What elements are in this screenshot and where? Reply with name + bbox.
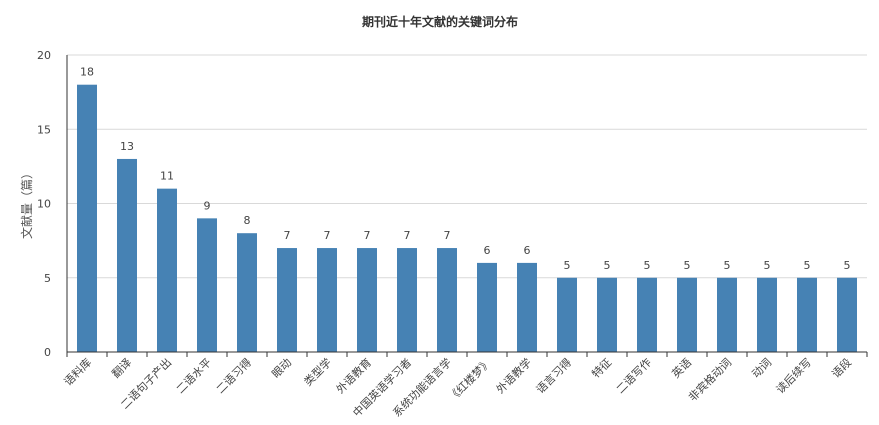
bar xyxy=(677,277,697,352)
data-label: 13 xyxy=(120,140,134,153)
x-tick-label: 二语写作 xyxy=(614,356,654,396)
x-tick-label: 外语教育 xyxy=(333,355,374,396)
bar xyxy=(397,248,417,352)
x-tick-label: 语段 xyxy=(829,355,854,380)
bar xyxy=(77,84,97,352)
bar xyxy=(477,262,497,352)
x-tick-label: 《红楼梦》 xyxy=(445,355,494,404)
bar xyxy=(117,158,137,352)
y-tick-label: 10 xyxy=(37,198,51,211)
y-axis-label: 文献量（篇） xyxy=(19,167,34,239)
x-tick-label: 读后续写 xyxy=(773,355,814,396)
x-tick-label: 眼动 xyxy=(269,356,294,381)
bar xyxy=(717,277,737,352)
x-tick-label: 语言习得 xyxy=(534,356,574,396)
bar xyxy=(797,277,817,352)
data-label: 7 xyxy=(324,229,331,242)
data-label: 11 xyxy=(160,170,174,183)
bar xyxy=(197,218,217,352)
bar xyxy=(517,262,537,352)
bar xyxy=(597,277,617,352)
x-tick-label: 外语教学 xyxy=(493,355,534,396)
data-label: 7 xyxy=(364,229,371,242)
data-label: 5 xyxy=(764,259,771,272)
data-label: 5 xyxy=(724,259,731,272)
bar xyxy=(757,277,777,352)
x-tick-label: 英语 xyxy=(669,355,694,380)
bar xyxy=(277,248,297,352)
data-label: 7 xyxy=(444,229,451,242)
y-tick-label: 20 xyxy=(37,49,51,62)
data-label: 5 xyxy=(564,259,571,272)
data-label: 6 xyxy=(524,244,531,257)
x-tick-label: 特征 xyxy=(589,355,614,380)
x-tick-label: 语料库 xyxy=(61,355,94,388)
x-tick-label: 翻译 xyxy=(109,355,134,380)
bar xyxy=(157,188,177,352)
data-label: 5 xyxy=(844,259,851,272)
x-tick-label: 二语水平 xyxy=(174,356,214,396)
y-tick-label: 0 xyxy=(44,346,51,359)
data-label: 6 xyxy=(484,244,491,257)
bar xyxy=(557,277,577,352)
data-label: 5 xyxy=(644,259,651,272)
x-tick-label: 二语习得 xyxy=(214,356,254,396)
bar xyxy=(317,248,337,352)
data-label: 18 xyxy=(80,66,94,79)
bar xyxy=(837,277,857,352)
x-tick-label: 动词 xyxy=(749,356,774,381)
grid-layer xyxy=(67,54,867,279)
y-tick-label: 15 xyxy=(37,123,51,136)
data-label: 8 xyxy=(244,214,251,227)
bar xyxy=(237,233,257,352)
bar xyxy=(437,248,457,352)
bar xyxy=(637,277,657,352)
data-label: 9 xyxy=(204,199,211,212)
data-label: 7 xyxy=(284,229,291,242)
chart-title: 期刊近十年文献的关键词分布 xyxy=(362,14,518,29)
x-tick-label: 类型学 xyxy=(301,355,334,388)
data-label: 5 xyxy=(604,259,611,272)
x-tick-label: 非宾格动词 xyxy=(685,355,734,404)
bar-layer: 18 13 11 9 8 7 7 7 7 7 6 6 5 5 5 5 5 5 5 5 xyxy=(77,66,857,352)
bar xyxy=(357,248,377,352)
data-label: 5 xyxy=(684,259,691,272)
data-label: 5 xyxy=(804,259,811,272)
data-label: 7 xyxy=(404,229,411,242)
y-tick-label: 5 xyxy=(44,272,51,285)
